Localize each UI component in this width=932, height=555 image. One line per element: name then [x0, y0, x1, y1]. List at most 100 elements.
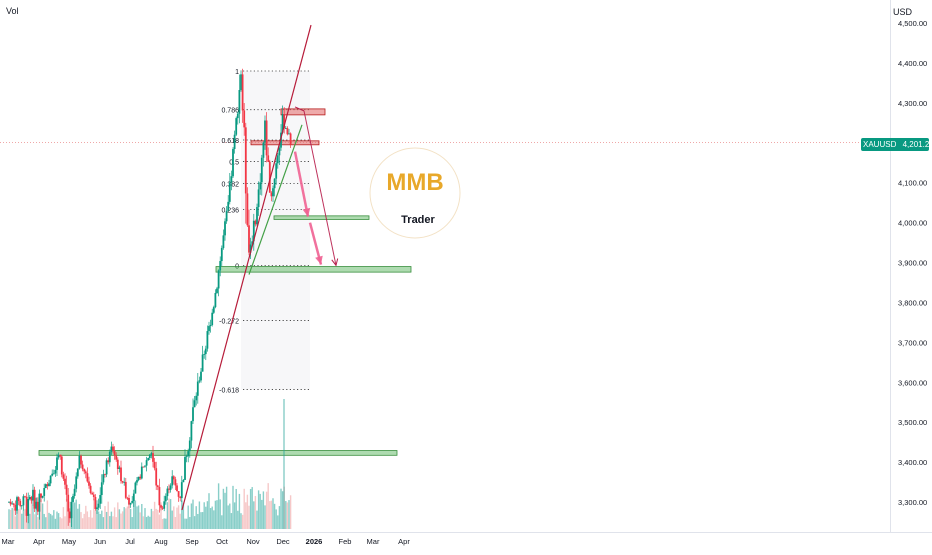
volume-bar — [137, 505, 140, 529]
volume-bar — [160, 502, 162, 529]
candle-body — [195, 395, 198, 401]
volume-bar — [150, 508, 153, 529]
candle-body — [100, 482, 103, 496]
candle-body — [94, 496, 97, 509]
volume-bar — [102, 517, 105, 529]
time-axis-label: Jun — [94, 537, 106, 546]
price-axis-tick: 4,100.00 — [898, 179, 927, 188]
volume-bar — [16, 506, 18, 529]
candle-body — [22, 496, 25, 506]
candle-body — [137, 476, 140, 481]
candle-body — [102, 474, 105, 483]
volume-bar — [203, 502, 205, 529]
volume-bar — [77, 508, 79, 529]
volume-bar — [248, 505, 250, 529]
time-axis-label: Mar — [2, 537, 15, 546]
candle-body — [43, 488, 46, 496]
volume-bar — [113, 507, 116, 529]
candle-body — [185, 456, 188, 458]
volume-bar — [46, 500, 49, 529]
price-axis-border — [890, 0, 891, 532]
candle-body — [260, 157, 263, 183]
candle-body — [86, 473, 89, 482]
volume-bar — [251, 487, 253, 529]
candle-body — [147, 458, 150, 461]
volume-bar — [128, 508, 130, 529]
volume-bar — [54, 518, 57, 529]
volume-bar — [144, 508, 146, 529]
candle-body — [88, 481, 90, 486]
candle-body — [89, 485, 92, 493]
fibonacci-level-label: 1 — [235, 69, 239, 76]
candle-body — [97, 503, 100, 508]
candle-body — [27, 499, 30, 516]
volume-bar — [264, 505, 266, 529]
candle-body — [52, 473, 55, 475]
time-axis-label: Jul — [125, 537, 135, 546]
volume-bar — [193, 516, 196, 529]
volume-bar — [29, 513, 31, 529]
resistance-zone — [250, 140, 320, 146]
candle-body — [212, 307, 215, 313]
candle-body — [120, 467, 122, 482]
volume-bar — [245, 502, 247, 529]
candle-body — [44, 484, 47, 489]
candle-body — [41, 495, 44, 498]
volume-bar — [256, 510, 258, 529]
volume-bar — [246, 494, 249, 529]
volume-bar — [278, 506, 281, 529]
volume-bar — [152, 511, 154, 529]
candle-body — [62, 474, 65, 479]
candle-body — [33, 489, 36, 509]
volume-bar — [72, 497, 74, 529]
volume-bar — [41, 503, 44, 529]
volume-bar — [208, 493, 210, 529]
volume-bar — [233, 502, 236, 529]
candle-body — [73, 488, 76, 496]
volume-bar — [222, 488, 225, 529]
candle-body — [81, 464, 84, 470]
candle-body — [123, 481, 126, 483]
volume-bar — [171, 510, 173, 529]
volume-bar — [232, 485, 234, 529]
candle-body — [153, 461, 156, 469]
volume-bar — [277, 515, 279, 529]
candle-body — [227, 201, 230, 211]
candle-body — [252, 220, 255, 242]
volume-bar — [166, 502, 169, 529]
candle-body — [129, 502, 132, 505]
candle-body — [268, 161, 271, 193]
volume-bar — [161, 518, 164, 529]
candle-body — [184, 456, 186, 480]
trend-line-up — [181, 24, 312, 511]
volume-bar — [85, 505, 87, 529]
volume-bar — [281, 491, 284, 529]
candle-body — [40, 493, 42, 498]
candle-body — [172, 476, 175, 480]
price-axis-tick: 4,300.00 — [898, 99, 927, 108]
candle-body — [126, 497, 129, 499]
candle-body — [244, 127, 247, 194]
candle-body — [9, 501, 12, 505]
volume-bar — [147, 515, 149, 529]
volume-bar — [134, 500, 137, 529]
volume-bar — [43, 513, 45, 529]
candle-body — [28, 496, 31, 500]
volume-bar — [97, 511, 100, 529]
time-axis-label: Mar — [367, 537, 380, 546]
volume-bar — [288, 500, 290, 529]
volume-bar — [11, 508, 13, 529]
candle-body — [142, 466, 145, 468]
candle-body — [230, 176, 233, 183]
volume-bar — [229, 503, 231, 529]
forecast-arrow — [303, 110, 337, 266]
candle-body — [60, 456, 63, 475]
symbol-name: XAUUSD — [863, 140, 897, 149]
candle-body — [158, 487, 161, 506]
volume-bar — [189, 516, 191, 529]
volume-bar — [51, 515, 53, 529]
candle-body — [163, 501, 166, 509]
candle-body — [139, 476, 142, 479]
